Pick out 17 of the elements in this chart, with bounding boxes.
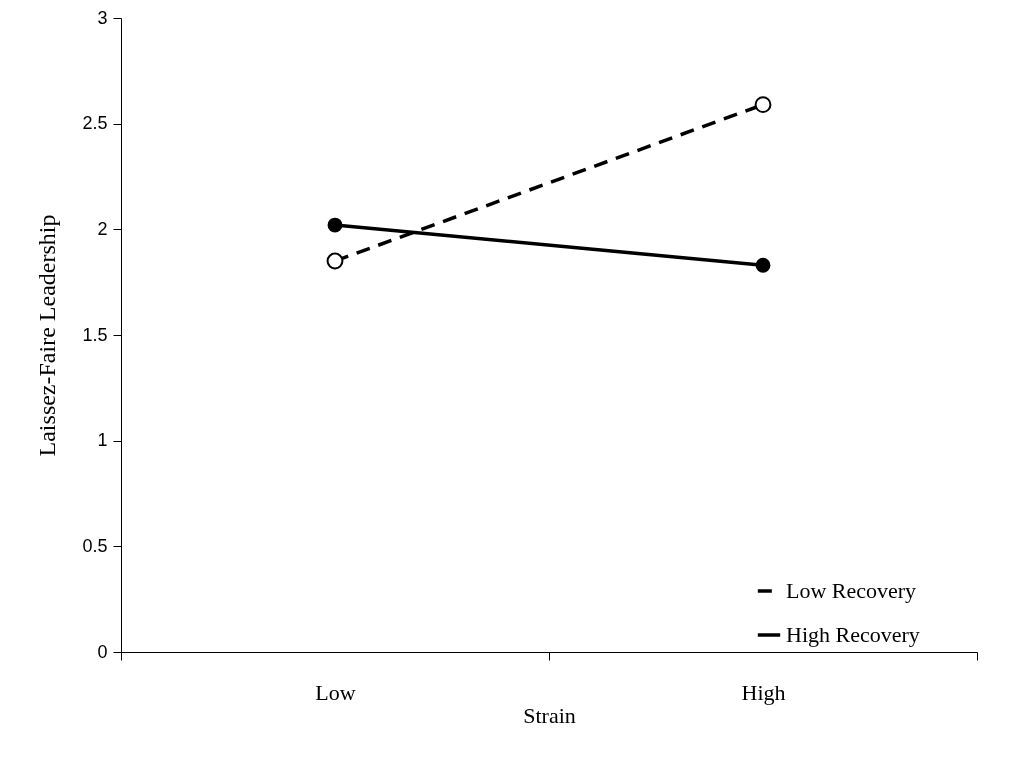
y-tick-label: 1 — [97, 430, 108, 451]
point — [327, 217, 343, 233]
x-tick-label: High — [741, 679, 786, 705]
point — [326, 252, 344, 270]
legend-label: High Recovery — [786, 622, 920, 647]
y-tick-label: 0.5 — [82, 535, 108, 556]
point — [754, 96, 772, 114]
y-tick-label: 2.5 — [82, 113, 108, 134]
y-tick-label: 1.5 — [82, 324, 108, 345]
y-axis-title: Laissez-Faire Leadership — [34, 214, 61, 457]
legend-label: Low Recovery — [786, 578, 917, 603]
y-tick-label: 0 — [97, 641, 108, 662]
x-tick-label: Low — [315, 679, 356, 705]
x-axis-title: Strain — [523, 702, 576, 728]
y-tick-label: 3 — [97, 7, 108, 28]
y-tick-label: 2 — [97, 218, 108, 239]
point — [755, 257, 771, 273]
